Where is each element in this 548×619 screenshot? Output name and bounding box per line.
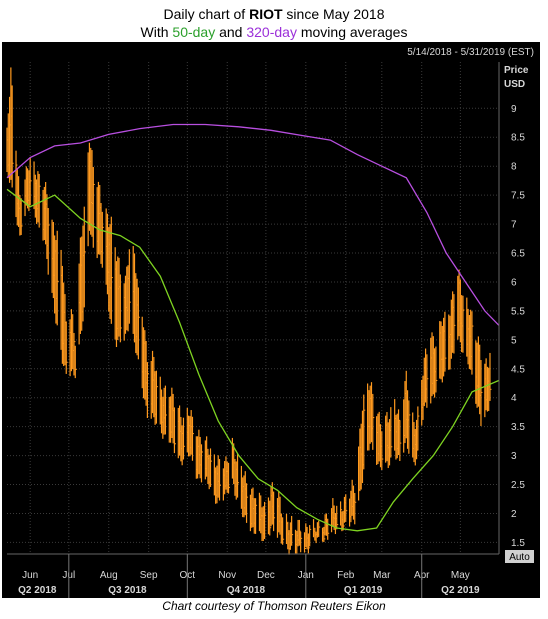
price-axis-label: Price [504,65,529,76]
y-tick-label: 8 [511,162,517,173]
quarter-label: Q4 2018 [227,585,266,596]
x-tick-label: Nov [218,570,236,581]
y-tick-label: 6.5 [511,249,525,260]
y-tick-label: 3.5 [511,422,525,433]
y-tick-label: 2.5 [511,480,525,491]
ma320-line [6,123,500,326]
y-tick-label: 5.5 [511,306,525,317]
chart-credit: Chart courtesy of Thomson Reuters Eikon [162,599,386,613]
quarter-label: Q2 2019 [441,585,480,596]
x-tick-label: Aug [100,570,118,581]
x-tick-label: May [451,570,470,581]
quarter-label: Q3 2018 [108,585,147,596]
title-prefix: Daily chart of [163,6,250,22]
chart-title: Daily chart of RIOT since May 2018 [0,6,548,22]
x-tick-label: Mar [373,570,391,581]
title-suffix: since May 2018 [282,6,385,22]
x-tick-label: Sep [140,570,158,581]
y-tick-label: 4.5 [511,364,525,375]
quarter-label: Q1 2019 [344,585,383,596]
subtitle-mid: and [215,24,247,40]
x-tick-label: Jun [22,570,38,581]
chart-frame: 1.5 2 2.5 3 3.5 4 4.5 5 5.5 6 6.5 7 7.5 8 8.5 9 Jun Jul Au… [2,42,540,598]
auto-scale-label: Auto [509,552,530,563]
y-tick-label: 4 [511,393,517,404]
y-tick-label: 1.5 [511,538,525,549]
subtitle-prefix: With [140,24,173,40]
quarter-label: Q2 2018 [18,585,57,596]
x-tick-label: Dec [257,570,275,581]
subtitle-ma-short: 50-day [172,24,216,40]
x-tick-label: Feb [337,570,355,581]
currency-axis-label: USD [504,79,525,90]
y-tick-label: 6 [511,277,517,288]
y-tick-label: 3 [511,451,517,462]
auto-scale-button[interactable] [505,550,534,563]
y-tick-label: 2 [511,509,517,520]
y-tick-label: 9 [511,104,517,115]
date-range-label: 5/14/2018 - 5/31/2019 (EST) [407,47,534,58]
y-tick-label: 7 [511,220,517,231]
title-ticker: RIOT [249,6,283,22]
y-tick-label: 7.5 [511,191,525,202]
ma50-line [6,188,500,532]
y-tick-label: 8.5 [511,133,525,144]
subtitle-suffix: moving averages [296,24,408,40]
chart-subtitle: With 50-day and 320-day moving averages [0,24,548,40]
subtitle-ma-long: 320-day [246,24,297,40]
y-tick-label: 5 [511,335,517,346]
